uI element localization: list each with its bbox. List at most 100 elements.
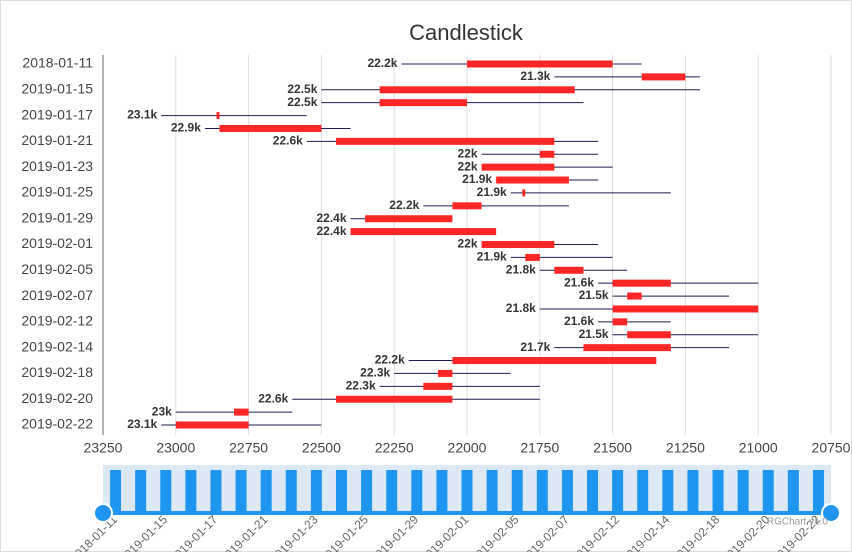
candle-label: 22.3k — [360, 366, 390, 380]
candle-label: 21.5k — [579, 288, 609, 302]
candle-body — [175, 421, 249, 429]
candle-body — [379, 99, 467, 107]
x-tick-label: 21750 — [520, 440, 559, 456]
candle-body — [627, 331, 671, 339]
candle-label: 22.6k — [273, 134, 303, 148]
navigator-bar — [185, 470, 197, 512]
y-tick-label: 2019-02-22 — [21, 416, 93, 432]
candle-body — [612, 279, 671, 287]
navigator-bar — [712, 470, 724, 512]
candle-body — [452, 357, 657, 365]
candle-label: 23k — [152, 404, 172, 418]
y-tick-label: 2019-01-15 — [21, 80, 93, 96]
navigator-bar — [160, 470, 172, 512]
x-tick-label: 23000 — [156, 440, 195, 456]
candle-body — [379, 86, 575, 94]
credit: RGChart v1.0 — [767, 517, 829, 528]
y-tick-label: 2019-02-14 — [21, 338, 93, 354]
candle-body — [496, 176, 569, 184]
navigator-handle[interactable] — [821, 503, 841, 523]
candle-body — [481, 163, 555, 171]
navigator-bar — [310, 470, 322, 512]
candle-label: 23.1k — [127, 417, 157, 431]
navigator-bar — [762, 470, 774, 512]
candle-label: 22.6k — [258, 391, 288, 405]
navigator-bar — [561, 470, 573, 512]
candle-label: 22k — [458, 146, 478, 160]
y-tick-label: 2019-01-25 — [21, 184, 93, 200]
y-tick-label: 2019-02-12 — [21, 313, 93, 329]
navigator-bar — [335, 470, 347, 512]
y-tick-label: 2019-02-20 — [21, 390, 93, 406]
candle-label: 22.9k — [171, 121, 201, 135]
y-tick-label: 2019-01-29 — [21, 209, 93, 225]
x-tick-label: 23250 — [84, 440, 123, 456]
y-tick-label: 2019-01-17 — [21, 106, 93, 122]
navigator-bar — [135, 470, 147, 512]
x-tick-label: 21000 — [739, 440, 778, 456]
candle-body — [365, 215, 453, 223]
navigator-bar — [511, 470, 523, 512]
x-tick-label: 21250 — [666, 440, 705, 456]
navigator-bar — [737, 470, 749, 512]
candle-label: 22k — [458, 237, 478, 251]
candle-label: 21.9k — [477, 185, 507, 199]
y-tick-label: 2019-01-23 — [21, 158, 93, 174]
navigator-bar — [662, 470, 674, 512]
candle-label: 21.6k — [564, 275, 594, 289]
y-tick-label: 2019-02-05 — [21, 261, 93, 277]
candle-body — [452, 202, 482, 210]
candle-body — [467, 60, 613, 68]
candle-label: 22.5k — [287, 82, 317, 96]
candle-body — [612, 318, 628, 326]
candle-body — [335, 395, 453, 403]
candle-label: 22.2k — [367, 56, 397, 70]
x-tick-label: 20750 — [812, 440, 851, 456]
x-tick-label: 21500 — [593, 440, 632, 456]
navigator-bar — [210, 470, 222, 512]
candle-label: 23.1k — [127, 108, 157, 122]
candle-label: 21.8k — [506, 301, 536, 315]
candle-body — [481, 241, 555, 248]
candle-body — [423, 382, 453, 390]
navigator-bar — [361, 470, 373, 512]
candle-body — [627, 292, 642, 300]
y-tick-label: 2019-02-07 — [21, 287, 93, 303]
navigator-bar — [386, 470, 398, 512]
navigator-bar — [637, 470, 649, 512]
candle-label: 21.9k — [477, 250, 507, 264]
candle-label: 22.4k — [316, 224, 346, 238]
candle-label: 22k — [458, 159, 478, 173]
candle-label: 21.5k — [579, 327, 609, 341]
navigator-bar — [486, 470, 498, 512]
candle-label: 21.7k — [520, 340, 550, 354]
candle-label: 22.2k — [375, 353, 405, 367]
navigator-bar — [235, 470, 247, 512]
candle-body — [219, 124, 322, 132]
navigator-bar — [110, 470, 122, 512]
candle-body — [350, 228, 497, 236]
candle-body — [335, 137, 555, 145]
candle-label: 22.5k — [287, 95, 317, 109]
candle-body — [522, 189, 526, 197]
x-tick-label: 22000 — [448, 440, 487, 456]
candle-body — [539, 150, 555, 158]
navigator-handle[interactable] — [93, 503, 113, 523]
y-tick-label: 2019-01-21 — [21, 132, 93, 148]
candle-body — [554, 266, 584, 274]
x-tick-label: 22500 — [302, 440, 341, 456]
candle-body — [216, 112, 220, 120]
x-tick-label: 22250 — [375, 440, 414, 456]
candle-body — [583, 344, 671, 352]
candle-label: 21.3k — [520, 69, 550, 83]
y-tick-label: 2019-02-18 — [21, 364, 93, 380]
navigator-bar — [411, 470, 423, 512]
candle-body — [234, 408, 249, 416]
candle-label: 22.3k — [346, 378, 376, 392]
x-tick-label: 22750 — [229, 440, 268, 456]
candle-body — [641, 73, 686, 81]
navigator-bar — [812, 470, 824, 512]
navigator-bar — [687, 470, 699, 512]
y-tick-label: 2018-01-11 — [22, 55, 93, 71]
candle-body — [437, 369, 453, 377]
